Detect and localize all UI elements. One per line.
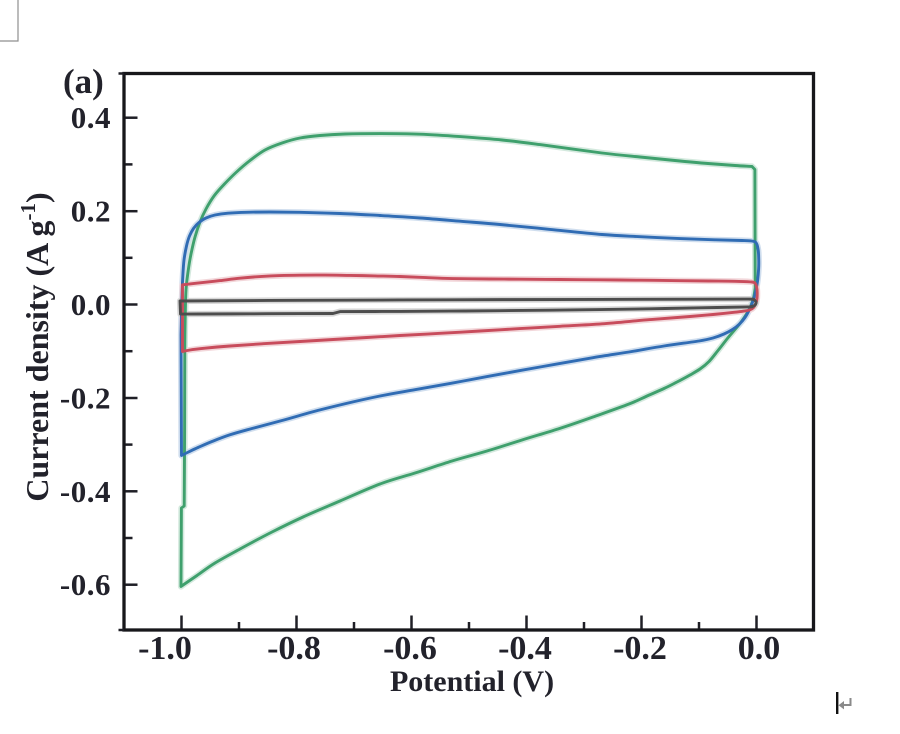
- svg-text:-0.2: -0.2: [60, 381, 111, 416]
- svg-text:-0.8: -0.8: [267, 630, 321, 667]
- svg-text:Potential (V): Potential (V): [390, 665, 554, 698]
- svg-text:-0.2: -0.2: [613, 630, 667, 667]
- svg-text:0.2: 0.2: [71, 194, 111, 229]
- svg-text:-0.4: -0.4: [60, 474, 111, 509]
- svg-text:-0.4: -0.4: [498, 630, 552, 667]
- svg-text:-0.6: -0.6: [60, 567, 111, 602]
- svg-text:-1.0: -1.0: [138, 630, 192, 667]
- svg-text:-0.6: -0.6: [383, 630, 437, 667]
- svg-text:0.0: 0.0: [738, 630, 781, 667]
- svg-text:0.4: 0.4: [71, 100, 111, 135]
- svg-text:0.0: 0.0: [71, 287, 111, 322]
- svg-text:(a): (a): [63, 62, 104, 101]
- svg-text:Current density (A g-1): Current density (A g-1): [16, 192, 55, 501]
